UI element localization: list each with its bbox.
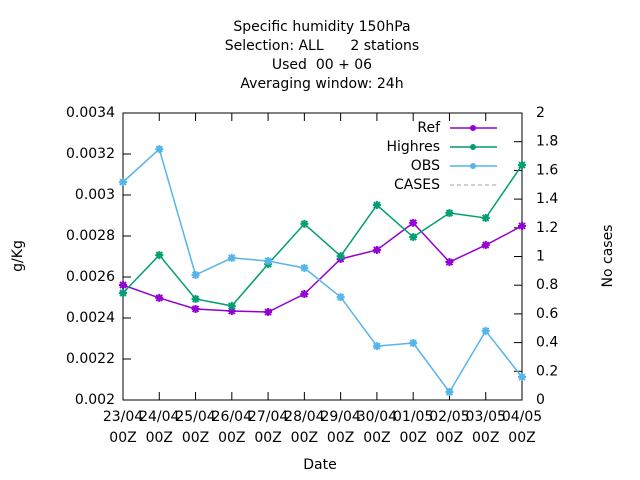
marker bbox=[372, 245, 381, 254]
y2-tick-label: 1.4 bbox=[536, 191, 558, 207]
y-tick-label: 0.003 bbox=[75, 187, 115, 203]
x-tick-label: 30/04 bbox=[357, 409, 397, 425]
marker bbox=[372, 342, 381, 351]
marker bbox=[409, 233, 418, 242]
marker bbox=[409, 339, 418, 348]
marker bbox=[227, 307, 236, 316]
x-axis-label: Date bbox=[303, 457, 336, 473]
legend-marker bbox=[470, 163, 476, 169]
x-tick-label: 00Z bbox=[109, 430, 136, 446]
y-tick-label: 0.002 bbox=[75, 392, 115, 408]
y-tick-label: 0.0022 bbox=[66, 351, 115, 367]
legend-label: Ref bbox=[417, 120, 441, 136]
y-tick-label: 0.0028 bbox=[66, 228, 115, 244]
y2-tick-label: 1.2 bbox=[536, 220, 558, 236]
series-line bbox=[122, 164, 523, 307]
marker bbox=[300, 263, 309, 272]
legend-marker bbox=[470, 125, 476, 131]
chart-title: Used 00 + 06 bbox=[272, 57, 372, 73]
x-tick-label: 28/04 bbox=[284, 409, 324, 425]
x-tick-label: 00Z bbox=[436, 430, 463, 446]
y-axis-label: g/Kg bbox=[10, 240, 26, 272]
marker bbox=[191, 304, 200, 313]
marker bbox=[264, 257, 273, 266]
y2-tick-label: 1.8 bbox=[536, 134, 558, 150]
legend-label: CASES bbox=[394, 177, 440, 193]
marker bbox=[300, 219, 309, 228]
x-tick-label: 00Z bbox=[399, 430, 426, 446]
y-tick-label: 0.0034 bbox=[66, 105, 115, 121]
marker bbox=[445, 209, 454, 218]
x-tick-label: 27/04 bbox=[248, 409, 288, 425]
marker bbox=[445, 258, 454, 267]
x-tick-label: 01/05 bbox=[393, 409, 433, 425]
x-tick-label: 03/05 bbox=[466, 409, 506, 425]
marker bbox=[481, 241, 490, 250]
marker bbox=[191, 294, 200, 303]
x-tick-label: 24/04 bbox=[139, 409, 179, 425]
legend-label: OBS bbox=[411, 158, 440, 174]
series-line bbox=[122, 221, 523, 313]
y2-tick-label: 1.6 bbox=[536, 162, 558, 178]
y2-tick-label: 0 bbox=[536, 392, 545, 408]
marker bbox=[481, 213, 490, 222]
y2-tick-label: 0.4 bbox=[536, 335, 558, 351]
marker bbox=[300, 290, 309, 299]
x-tick-label: 00Z bbox=[218, 430, 245, 446]
marker bbox=[518, 161, 526, 170]
marker bbox=[518, 373, 526, 382]
marker bbox=[336, 293, 345, 302]
x-tick-label: 00Z bbox=[508, 430, 535, 446]
y-tick-label: 0.0032 bbox=[66, 146, 115, 162]
marker bbox=[372, 201, 381, 210]
marker bbox=[264, 308, 273, 317]
marker bbox=[119, 288, 127, 297]
marker bbox=[227, 253, 236, 262]
series-line bbox=[122, 147, 523, 394]
x-tick-label: 02/05 bbox=[429, 409, 469, 425]
legend-label: Highres bbox=[386, 139, 440, 155]
y2-axis-label: No cases bbox=[600, 225, 616, 288]
marker bbox=[409, 218, 418, 227]
x-tick-label: 25/04 bbox=[175, 409, 215, 425]
marker bbox=[518, 221, 526, 230]
x-tick-label: 29/04 bbox=[320, 409, 360, 425]
x-tick-label: 26/04 bbox=[212, 409, 252, 425]
x-tick-label: 00Z bbox=[327, 430, 354, 446]
marker bbox=[191, 270, 200, 279]
x-tick-label: 00Z bbox=[182, 430, 209, 446]
x-tick-label: 23/04 bbox=[103, 409, 143, 425]
x-tick-label: 00Z bbox=[472, 430, 499, 446]
y2-tick-label: 0.2 bbox=[536, 363, 558, 379]
legend-marker bbox=[470, 144, 476, 150]
x-tick-label: 04/05 bbox=[502, 409, 542, 425]
marker bbox=[227, 301, 236, 310]
y-tick-label: 0.0024 bbox=[66, 310, 115, 326]
y-tick-label: 0.0026 bbox=[66, 269, 115, 285]
marker bbox=[119, 280, 127, 289]
marker bbox=[336, 252, 345, 261]
x-tick-label: 00Z bbox=[254, 430, 281, 446]
chart-title: Specific humidity 150hPa bbox=[233, 19, 410, 35]
x-tick-label: 00Z bbox=[146, 430, 173, 446]
marker bbox=[155, 251, 164, 260]
chart-title: Selection: ALL 2 stations bbox=[225, 38, 419, 54]
marker bbox=[155, 145, 164, 154]
marker bbox=[119, 178, 127, 187]
chart-title: Averaging window: 24h bbox=[240, 76, 403, 92]
y2-tick-label: 0.6 bbox=[536, 306, 558, 322]
marker bbox=[155, 293, 164, 302]
x-tick-label: 00Z bbox=[363, 430, 390, 446]
x-tick-label: 00Z bbox=[291, 430, 318, 446]
y2-tick-label: 1 bbox=[536, 249, 545, 265]
marker bbox=[445, 388, 454, 397]
y2-tick-label: 0.8 bbox=[536, 277, 558, 293]
y2-tick-label: 2 bbox=[536, 105, 545, 121]
marker bbox=[481, 326, 490, 335]
